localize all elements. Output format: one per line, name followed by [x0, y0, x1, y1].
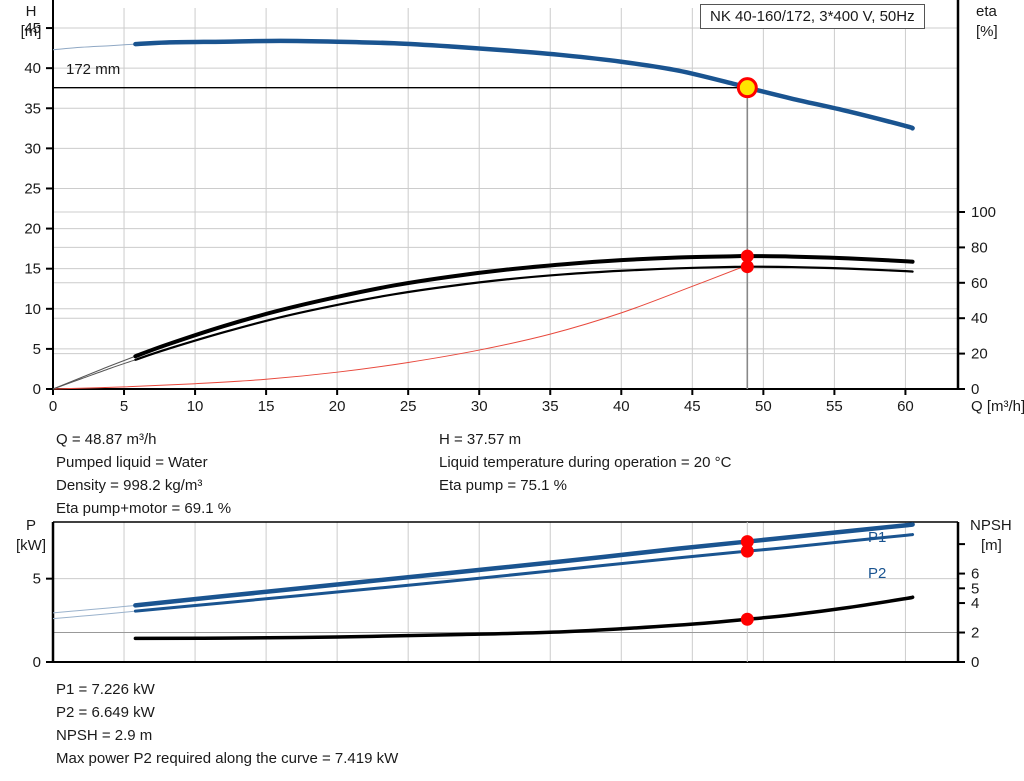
head-efficiency-chart: 0 5 10 15 20 25 30 35 40 45 50 55 60 0 5 10 15 20 25 30 35 40… — [21, 0, 1024, 415]
y2-tick-label: 0 — [971, 381, 979, 398]
power-info-line-2: NPSH = 2.9 m — [56, 727, 153, 744]
duty-info-left: Q = 48.87 m³/h Pumped liquid = Water Den… — [56, 428, 231, 520]
p2-series-label: P2 — [868, 565, 886, 582]
power-duty-marker — [740, 535, 754, 549]
y-axis-title: H — [26, 3, 37, 20]
efficiency-duty-marker — [740, 260, 754, 274]
duty-info-left-line-1: Pumped liquid = Water — [56, 454, 208, 471]
npsh-reference-curve — [52, 264, 748, 390]
npsh-tick-label: 5 — [971, 580, 979, 597]
duty-info-right-line-1: Liquid temperature during operation = 20… — [439, 454, 732, 471]
y2-tick-label: 80 — [971, 239, 988, 256]
y2-tick-label: 60 — [971, 275, 988, 292]
y2-axis-unit: [%] — [976, 23, 998, 40]
y-tick-label: 40 — [24, 60, 41, 77]
x-tick-label: 35 — [542, 398, 559, 415]
y-tick-label: 35 — [24, 100, 41, 117]
y-tick-label: 0 — [33, 381, 41, 398]
x-tick-label: 10 — [187, 398, 204, 415]
p-tick-label: 0 — [33, 654, 41, 671]
y-tick-label: 45 — [24, 20, 41, 37]
x-tick-label: 30 — [471, 398, 488, 415]
efficiency-pump-motor-curve — [134, 265, 914, 361]
x-tick-label: 20 — [329, 398, 346, 415]
chart-title-box: NK 40-160/172, 3*400 V, 50Hz — [700, 4, 925, 29]
duty-info-right: H = 37.57 m Liquid temperature during op… — [439, 428, 731, 497]
p1-series-label: P1 — [868, 529, 886, 546]
npsh-tick-label: 4 — [971, 595, 979, 612]
npsh-axis-title: NPSH — [970, 518, 1012, 534]
efficiency-duty-marker — [740, 249, 754, 263]
npsh-tick-label: 2 — [971, 625, 979, 642]
y-tick-label: 20 — [24, 221, 41, 238]
duty-info-left-line-2: Density = 998.2 kg/m³ — [56, 477, 203, 494]
x-tick-label: 40 — [613, 398, 630, 415]
x-tick-label: 15 — [258, 398, 275, 415]
x-tick-label: 60 — [897, 398, 914, 415]
y-tick-label: 5 — [33, 341, 41, 358]
y2-axis-title: eta — [976, 3, 998, 20]
x-axis-title: Q [m³/h] — [971, 398, 1024, 415]
duty-info-left-line-3: Eta pump+motor = 69.1 % — [56, 500, 232, 517]
power-info: P1 = 7.226 kW P2 = 6.649 kW NPSH = 2.9 m… — [56, 678, 398, 770]
p2-curve — [133, 533, 915, 613]
power-info-line-0: P1 = 7.226 kW — [56, 681, 155, 698]
npsh-tick-label: 6 — [971, 566, 979, 583]
x-tick-label: 55 — [826, 398, 843, 415]
y-tick-label: 10 — [24, 301, 41, 318]
npsh-curve — [133, 595, 915, 641]
duty-point[interactable] — [736, 77, 758, 99]
power-info-line-3: Max power P2 required along the curve = … — [56, 750, 399, 767]
p-axis-unit: [kW] — [16, 537, 46, 554]
head-curve-thin — [52, 40, 914, 129]
x-tick-label: 25 — [400, 398, 417, 415]
p-axis-title: P — [26, 518, 36, 534]
head-curve — [133, 38, 915, 131]
duty-info-right-line-0: H = 37.57 m — [439, 431, 522, 448]
efficiency-curve-thin — [52, 266, 914, 390]
y-tick-label: 25 — [24, 180, 41, 197]
y-axis-unit: [m] — [21, 23, 42, 40]
x-tick-label: 0 — [49, 398, 57, 415]
duty-info-left-line-0: Q = 48.87 m³/h — [56, 431, 157, 448]
efficiency-pump-curve — [133, 254, 915, 359]
npsh-axis-unit: [m] — [981, 537, 1002, 554]
p1-curve — [133, 522, 915, 608]
power-info-line-1: P2 = 6.649 kW — [56, 704, 155, 721]
x-tick-label: 45 — [684, 398, 701, 415]
duty-info-right-line-2: Eta pump = 75.1 % — [439, 477, 567, 494]
x-tick-label: 50 — [755, 398, 772, 415]
p-tick-label: 5 — [33, 571, 41, 588]
power-duty-marker — [740, 612, 754, 626]
efficiency-curve-thin — [52, 255, 914, 390]
y-tick-label: 15 — [24, 261, 41, 278]
y2-tick-label: 40 — [971, 310, 988, 327]
npsh-tick-label: 0 — [971, 654, 979, 671]
power-duty-marker — [740, 544, 754, 558]
impeller-diameter-label: 172 mm — [66, 61, 120, 78]
y2-tick-label: 20 — [971, 346, 988, 363]
y-tick-label: 30 — [24, 140, 41, 157]
x-tick-label: 5 — [120, 398, 128, 415]
y2-tick-label: 100 — [971, 204, 996, 221]
